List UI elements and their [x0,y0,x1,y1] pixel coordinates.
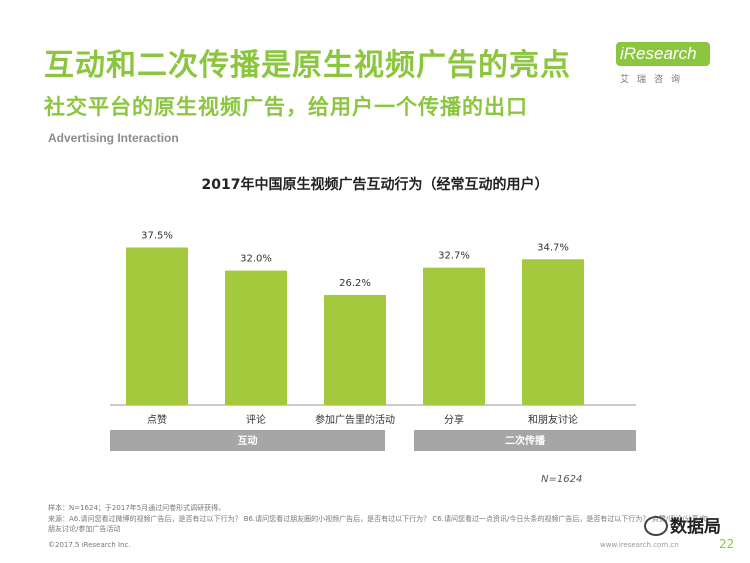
wechat-icon [644,516,668,536]
group-bar [414,430,636,451]
bar [423,267,485,405]
category-label: 和朋友讨论 [528,413,578,426]
footnote-sample: 样本：N=1624；于2017年5月通过问卷形式调研获得。 [48,504,226,512]
group-bar [110,430,385,451]
sample-size-label: N=1624 [541,474,583,485]
data-label: 32.0% [240,254,272,265]
slide-subtitle: 社交平台的原生视频广告，给用户一个传播的出口 [44,95,528,119]
logo-text: iResearch [620,44,697,63]
category-label: 分享 [444,413,464,426]
group-label: 互动 [238,434,258,447]
category-label: 评论 [246,413,266,426]
bar [324,294,386,405]
data-label: 34.7% [537,242,569,253]
data-label: 32.7% [438,251,470,262]
group-label: 二次传播 [505,434,546,447]
section-label: Advertising Interaction [48,131,179,145]
page-number: 22 [719,537,735,551]
website-url: www.iresearch.com.cn [600,541,679,549]
data-label: 26.2% [339,278,371,289]
footnote-source: 来源：A6.请问您看过微博的视频广告后，是否有过以下行为？ B6.请问您看过朋友… [48,515,708,533]
data-label: 37.5% [141,231,173,242]
category-label: 点赞 [147,413,167,426]
bar [126,247,188,405]
logo-subtext: 艾瑞咨询 [620,75,689,85]
bar [522,259,584,405]
chart-title: 2017年中国原生视频广告互动行为（经常互动的用户） [201,177,549,193]
category-label: 参加广告里的活动 [315,413,395,426]
copyright: ©2017.5 iResearch Inc. [48,541,131,549]
slide-title: 互动和二次传播是原生视频广告的亮点 [44,48,571,83]
logo-badge [616,42,710,66]
iresearch-logo: iResearch 艾瑞咨询 [616,42,714,92]
bar [225,270,287,405]
watermark-text: 数据局 [670,517,721,537]
